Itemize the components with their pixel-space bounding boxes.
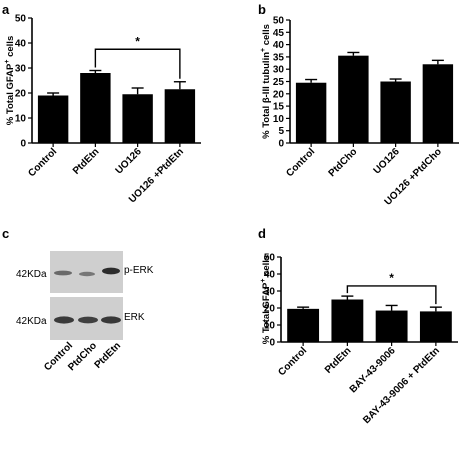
x-tick-label: UO126 <box>372 146 402 176</box>
bar <box>37 95 69 143</box>
blot-kda-label: 42KDa <box>16 316 47 327</box>
significance-star: * <box>135 34 140 48</box>
y-tick-label: 30 <box>15 64 27 75</box>
panel-letter-b: b <box>258 2 266 17</box>
significance-star: * <box>389 271 394 285</box>
y-axis-label: % Total GFAP+ cells <box>4 36 16 125</box>
bar <box>80 73 111 143</box>
y-tick-label: 15 <box>273 102 285 113</box>
y-tick-label: 20 <box>15 89 27 100</box>
y-tick-label: 0 <box>269 338 275 349</box>
bar <box>164 89 196 143</box>
y-tick-label: 0 <box>278 139 284 150</box>
bar <box>422 64 454 143</box>
bar <box>122 94 153 143</box>
blot-band <box>79 271 95 277</box>
bar <box>375 310 408 342</box>
x-tick-label: UO126 <box>114 146 144 176</box>
bar <box>380 81 411 143</box>
y-tick-label: 20 <box>273 89 285 100</box>
x-tick-label: Control <box>284 146 317 179</box>
significance-bracket <box>346 285 437 305</box>
blot-row-label-erk: ERK <box>124 312 145 323</box>
y-tick-label: 50 <box>264 253 276 264</box>
western-blot: 42KDa 42KDa p-ERK ERK Control PtdCho Ptd… <box>16 251 154 373</box>
blot-band <box>101 316 121 324</box>
significance-bracket <box>94 48 181 79</box>
blot-row-label-p-erk: p-ERK <box>124 265 154 276</box>
chart-panel-a: 0 10 20 30 40 50 % Total GFAP+ cells Control Ptd… <box>4 14 201 205</box>
blot-band <box>54 316 74 324</box>
y-tick-label: 50 <box>15 14 27 25</box>
bar <box>338 55 369 143</box>
blot-band <box>78 316 98 324</box>
y-tick-label: 40 <box>273 40 285 51</box>
panel-letter-d: d <box>258 226 266 241</box>
y-tick-label: 40 <box>15 39 27 50</box>
x-tick-label: Control <box>276 345 309 378</box>
chart-panel-d: 0 10 20 30 40 50% Total GFAP+ cells Control Ptd… <box>260 253 458 426</box>
y-tick-label: 25 <box>273 77 285 88</box>
blot-band <box>102 267 120 275</box>
y-tick-label: 20 <box>264 304 276 315</box>
bar <box>419 311 452 342</box>
x-tick-label: PtdEtn <box>323 345 354 376</box>
blot-kda-label: 42KDa <box>16 269 47 280</box>
y-tick-label: 5 <box>278 126 284 137</box>
bar <box>331 299 364 342</box>
x-tick-label: PtdEtn <box>71 146 102 177</box>
panel-letter-c: c <box>2 226 9 241</box>
y-axis-label: % Total β-III tubulin+ cells <box>260 24 272 139</box>
x-tick-label: Control <box>26 146 59 179</box>
x-tick-label: BAY-43-9006 + PtdEtn <box>361 345 442 426</box>
y-tick-label: 50 <box>273 16 285 27</box>
y-tick-label: 10 <box>273 114 285 125</box>
y-tick-label: 10 <box>15 114 27 125</box>
blot-band <box>54 270 72 276</box>
y-tick-label: 0 <box>20 139 26 150</box>
y-tick-label: 30 <box>264 287 276 298</box>
y-tick-label: 40 <box>264 270 276 281</box>
bar <box>287 308 320 342</box>
y-tick-label: 45 <box>273 28 285 39</box>
blot-lane-label: PtdEtn <box>93 340 124 371</box>
y-tick-label: 10 <box>264 321 276 332</box>
x-tick-label: PtdCho <box>327 146 360 179</box>
y-tick-label: 30 <box>273 65 285 76</box>
bar <box>295 82 327 143</box>
y-tick-label: 35 <box>273 52 285 63</box>
y-axis-label: % Total GFAP+ cells <box>260 255 272 344</box>
panel-letter-a: a <box>2 2 10 17</box>
